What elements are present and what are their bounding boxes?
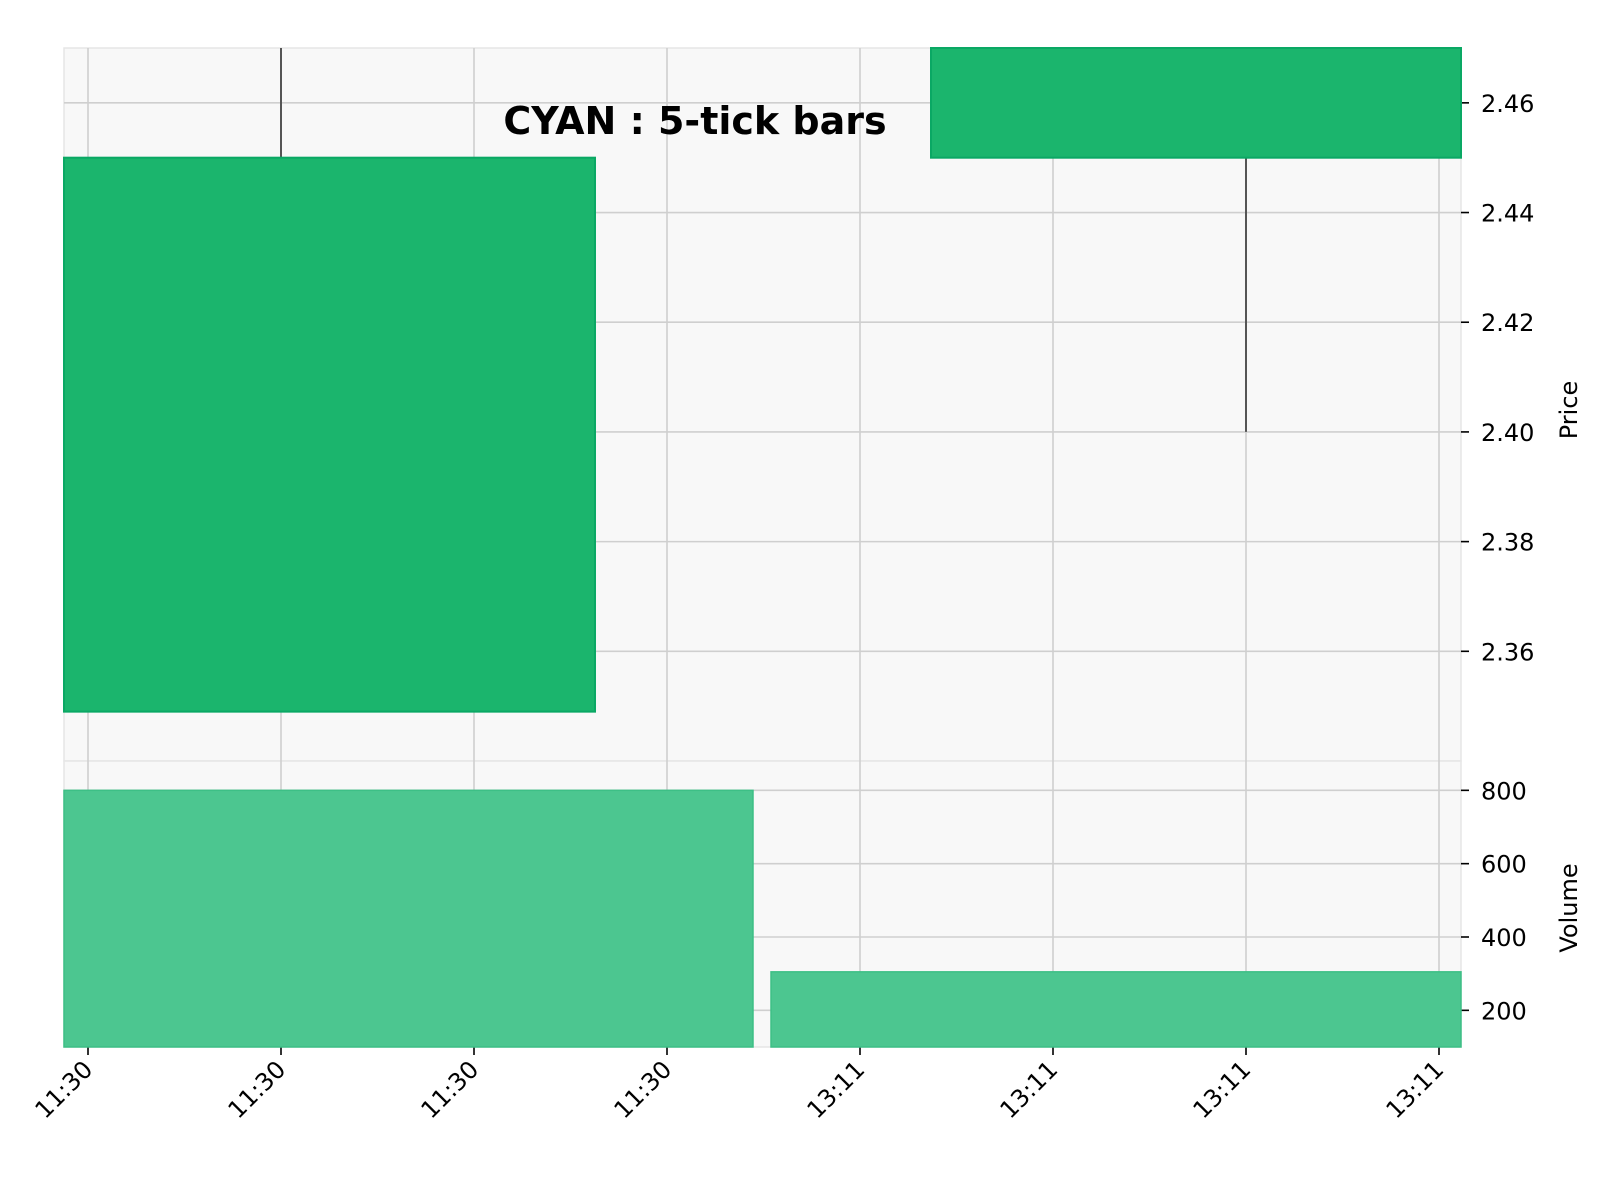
volume-tick-label: 800 [1481,777,1527,805]
price-tick-label: 2.38 [1481,529,1534,557]
price-tick-label: 2.42 [1481,309,1534,337]
volume-tick-label: 200 [1481,997,1527,1025]
price-axis-title: Price [1555,381,1583,440]
chart-title: CYAN : 5-tick bars [503,99,886,143]
price-tick-label: 2.36 [1481,638,1534,666]
price-tick-label: 2.40 [1481,419,1534,447]
x-tick-label: 13:11 [995,1055,1064,1124]
x-tick-label: 13:11 [1188,1055,1257,1124]
x-tick-label: 13:11 [802,1055,871,1124]
chart-marks [63,47,1462,1048]
candle-body [930,47,1462,159]
price-tick-label: 2.46 [1481,90,1534,118]
volume-bar [63,789,754,1048]
price-tick-label: 2.44 [1481,200,1534,228]
volume-tick-label: 400 [1481,924,1527,952]
x-tick-label: 11:30 [416,1055,485,1124]
volume-tick-label: 600 [1481,851,1527,879]
volume-axis-title: Volume [1555,863,1583,952]
x-tick-label: 11:30 [609,1055,678,1124]
volume-bar [770,971,1462,1048]
x-tick-label: 13:11 [1381,1055,1450,1124]
x-tick-label: 11:30 [223,1055,292,1124]
x-tick-label: 11:30 [30,1055,99,1124]
candle-body [63,156,596,713]
